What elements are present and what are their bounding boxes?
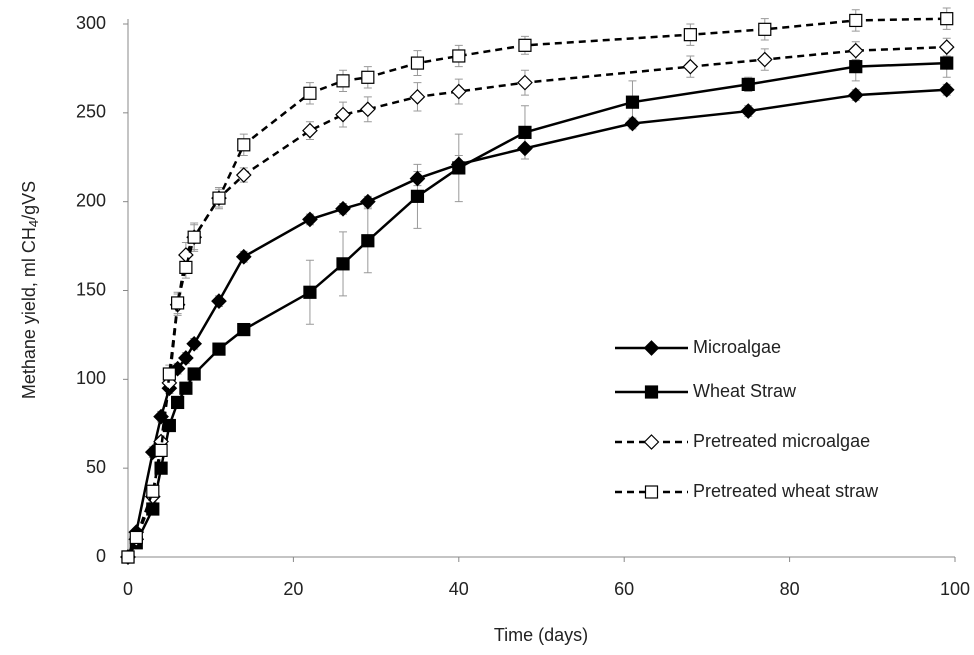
marker — [410, 56, 425, 70]
x-tick-label: 60 — [614, 579, 634, 599]
marker — [302, 211, 318, 228]
marker — [740, 103, 757, 119]
legend-marker — [643, 434, 660, 450]
marker — [625, 95, 640, 109]
marker — [452, 161, 466, 175]
x-tick-label: 100 — [940, 579, 970, 599]
marker — [162, 367, 176, 381]
marker — [171, 395, 185, 410]
marker — [741, 77, 755, 92]
marker — [849, 60, 863, 74]
marker — [518, 125, 532, 139]
marker — [162, 418, 176, 433]
x-tick-label: 0 — [123, 579, 133, 599]
marker — [237, 322, 251, 337]
marker — [186, 335, 203, 352]
marker — [146, 484, 160, 498]
marker — [938, 39, 955, 55]
y-tick-label: 150 — [76, 279, 106, 299]
y-tick-label: 0 — [96, 546, 106, 566]
marker — [359, 193, 376, 210]
x-tick-label: 20 — [283, 579, 303, 599]
marker — [154, 443, 168, 457]
y-axis-title-part: /gVS — [19, 181, 39, 220]
marker — [756, 51, 773, 68]
y-tick-label: 50 — [86, 457, 106, 477]
marker — [847, 42, 864, 59]
x-axis-title: Time (days) — [494, 625, 588, 645]
marker — [409, 170, 426, 187]
marker — [211, 293, 227, 310]
y-tick-label: 300 — [76, 13, 106, 33]
marker — [212, 342, 226, 356]
marker — [336, 74, 350, 88]
marker — [178, 350, 194, 366]
legend-label: Wheat Straw — [693, 381, 797, 401]
marker — [940, 12, 954, 26]
series-line — [126, 61, 947, 558]
marker — [361, 70, 375, 84]
marker — [303, 285, 317, 299]
marker — [212, 191, 226, 205]
marker — [361, 234, 375, 248]
y-tick-label: 250 — [76, 102, 106, 122]
marker — [121, 550, 135, 564]
marker — [303, 86, 317, 100]
legend-label: Pretreated wheat straw — [693, 481, 879, 501]
marker — [359, 101, 376, 118]
y-axis-title: Methane yield, ml CH4/gVS — [19, 181, 42, 399]
marker — [129, 530, 143, 545]
marker — [410, 189, 425, 203]
legend-label: Microalgae — [693, 337, 781, 357]
marker — [758, 22, 772, 36]
legend-marker — [644, 485, 659, 499]
x-tick-label: 40 — [449, 579, 469, 599]
marker — [450, 83, 467, 100]
marker — [849, 13, 863, 28]
marker — [518, 38, 532, 52]
marker — [235, 248, 252, 265]
marker — [171, 296, 185, 310]
marker — [187, 230, 201, 244]
x-tick-label: 80 — [780, 579, 800, 599]
marker — [938, 81, 955, 98]
marker — [517, 140, 533, 157]
series-line — [126, 17, 947, 558]
y-tick-label: 100 — [76, 368, 106, 388]
marker — [179, 260, 193, 275]
marker — [302, 122, 318, 139]
marker — [187, 367, 201, 381]
series-line — [126, 45, 947, 558]
y-tick-label: 200 — [76, 190, 106, 210]
marker — [336, 257, 350, 271]
marker — [237, 138, 251, 152]
legend-marker — [644, 385, 659, 399]
marker — [179, 381, 193, 395]
marker — [847, 87, 864, 103]
legend-marker — [643, 340, 660, 356]
marker — [682, 58, 699, 75]
marker — [624, 115, 641, 132]
marker — [235, 167, 252, 183]
marker — [683, 28, 697, 42]
marker — [940, 56, 954, 70]
marker — [452, 49, 466, 63]
y-axis-title-part: Methane yield, ml CH — [19, 227, 39, 399]
marker — [409, 88, 426, 105]
y-axis-title-sub: 4 — [26, 220, 41, 227]
marker — [335, 200, 351, 217]
legend-label: Pretreated microalgae — [693, 431, 870, 451]
marker — [517, 74, 533, 91]
marker — [335, 106, 351, 123]
